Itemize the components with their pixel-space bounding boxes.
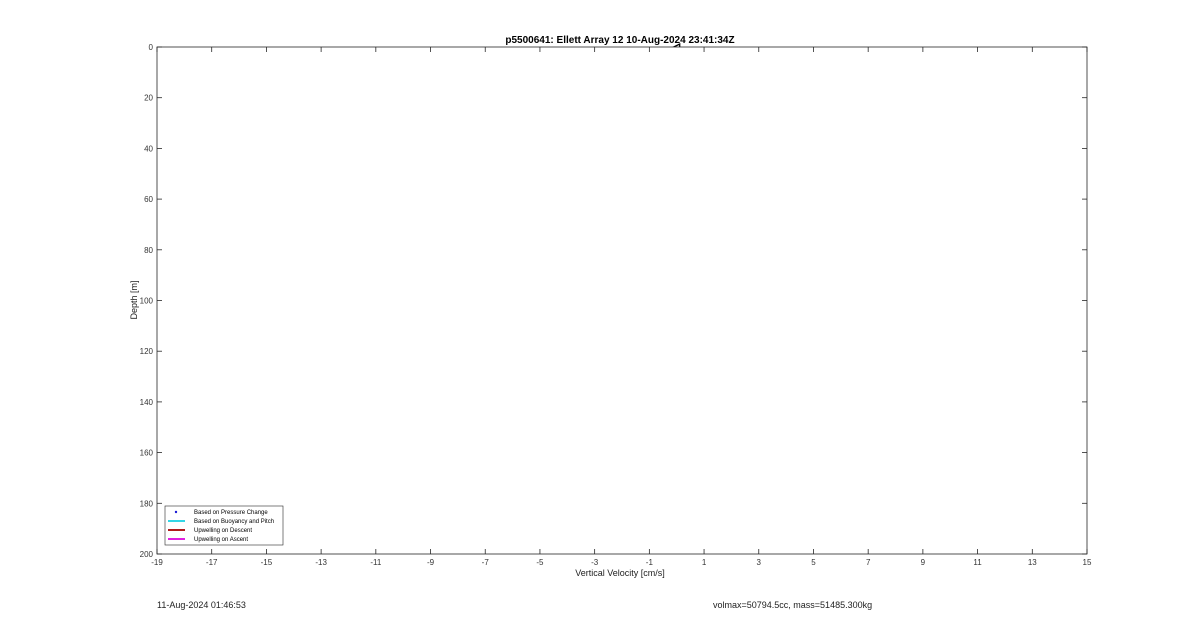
x-tick-label: -11 [370,558,382,567]
y-tick-label: 80 [144,246,153,255]
footer-timestamp: 11-Aug-2024 01:46:53 [157,600,246,610]
legend-label: Based on Buoyancy and Pitch [194,519,274,525]
x-tick-label: -5 [536,558,544,567]
legend-swatch [174,510,178,514]
legend-label: Based on Pressure Change [194,510,268,516]
x-tick-label: -13 [315,558,327,567]
x-tick-label: 11 [973,558,982,567]
y-tick-label: 160 [140,449,154,458]
x-tick-label: 9 [921,558,926,567]
legend: Based on Pressure Change Based on Buoyanc… [164,505,284,546]
y-axis-label: Depth [m] [129,280,139,319]
x-tick-label: -3 [591,558,599,567]
x-tick-label: 13 [1028,558,1037,567]
y-tick-label: 20 [144,94,153,103]
x-tick-label: -7 [482,558,490,567]
y-tick-label: 60 [144,195,153,204]
x-tick-label: 1 [702,558,707,567]
x-tick-label: 3 [757,558,762,567]
chart-title: p5500641: Ellett Array 12 10-Aug-2024 23… [505,35,734,46]
legend-label: Upwelling on Descent [194,528,252,534]
y-tick-label: 100 [140,297,154,306]
x-tick-label: -19 [151,558,163,567]
axes: -19 -17 -15 -13 -11 -9 -7 -5 -3 -1 1 3 5 7 9 11 13 150204… [140,43,1092,567]
y-tick-label: 0 [149,43,154,52]
x-tick-label: -15 [261,558,273,567]
y-tick-label: 40 [144,144,153,153]
y-tick-label: 140 [140,398,154,407]
x-tick-label: -17 [206,558,218,567]
y-tick-label: 120 [140,347,154,356]
x-tick-label: 15 [1083,558,1092,567]
x-tick-label: -1 [646,558,654,567]
x-axis-label: Vertical Velocity [cm/s] [575,568,665,578]
x-tick-label: -9 [427,558,435,567]
y-tick-label: 180 [140,499,154,508]
x-tick-label: 7 [866,558,871,567]
y-tick-label: 200 [140,550,154,559]
footer-info: volmax=50794.5cc, mass=51485.300kg [713,600,873,610]
legend-label: Upwelling on Ascent [194,537,248,543]
axes-box [156,46,1088,555]
x-tick-label: 5 [811,558,816,567]
